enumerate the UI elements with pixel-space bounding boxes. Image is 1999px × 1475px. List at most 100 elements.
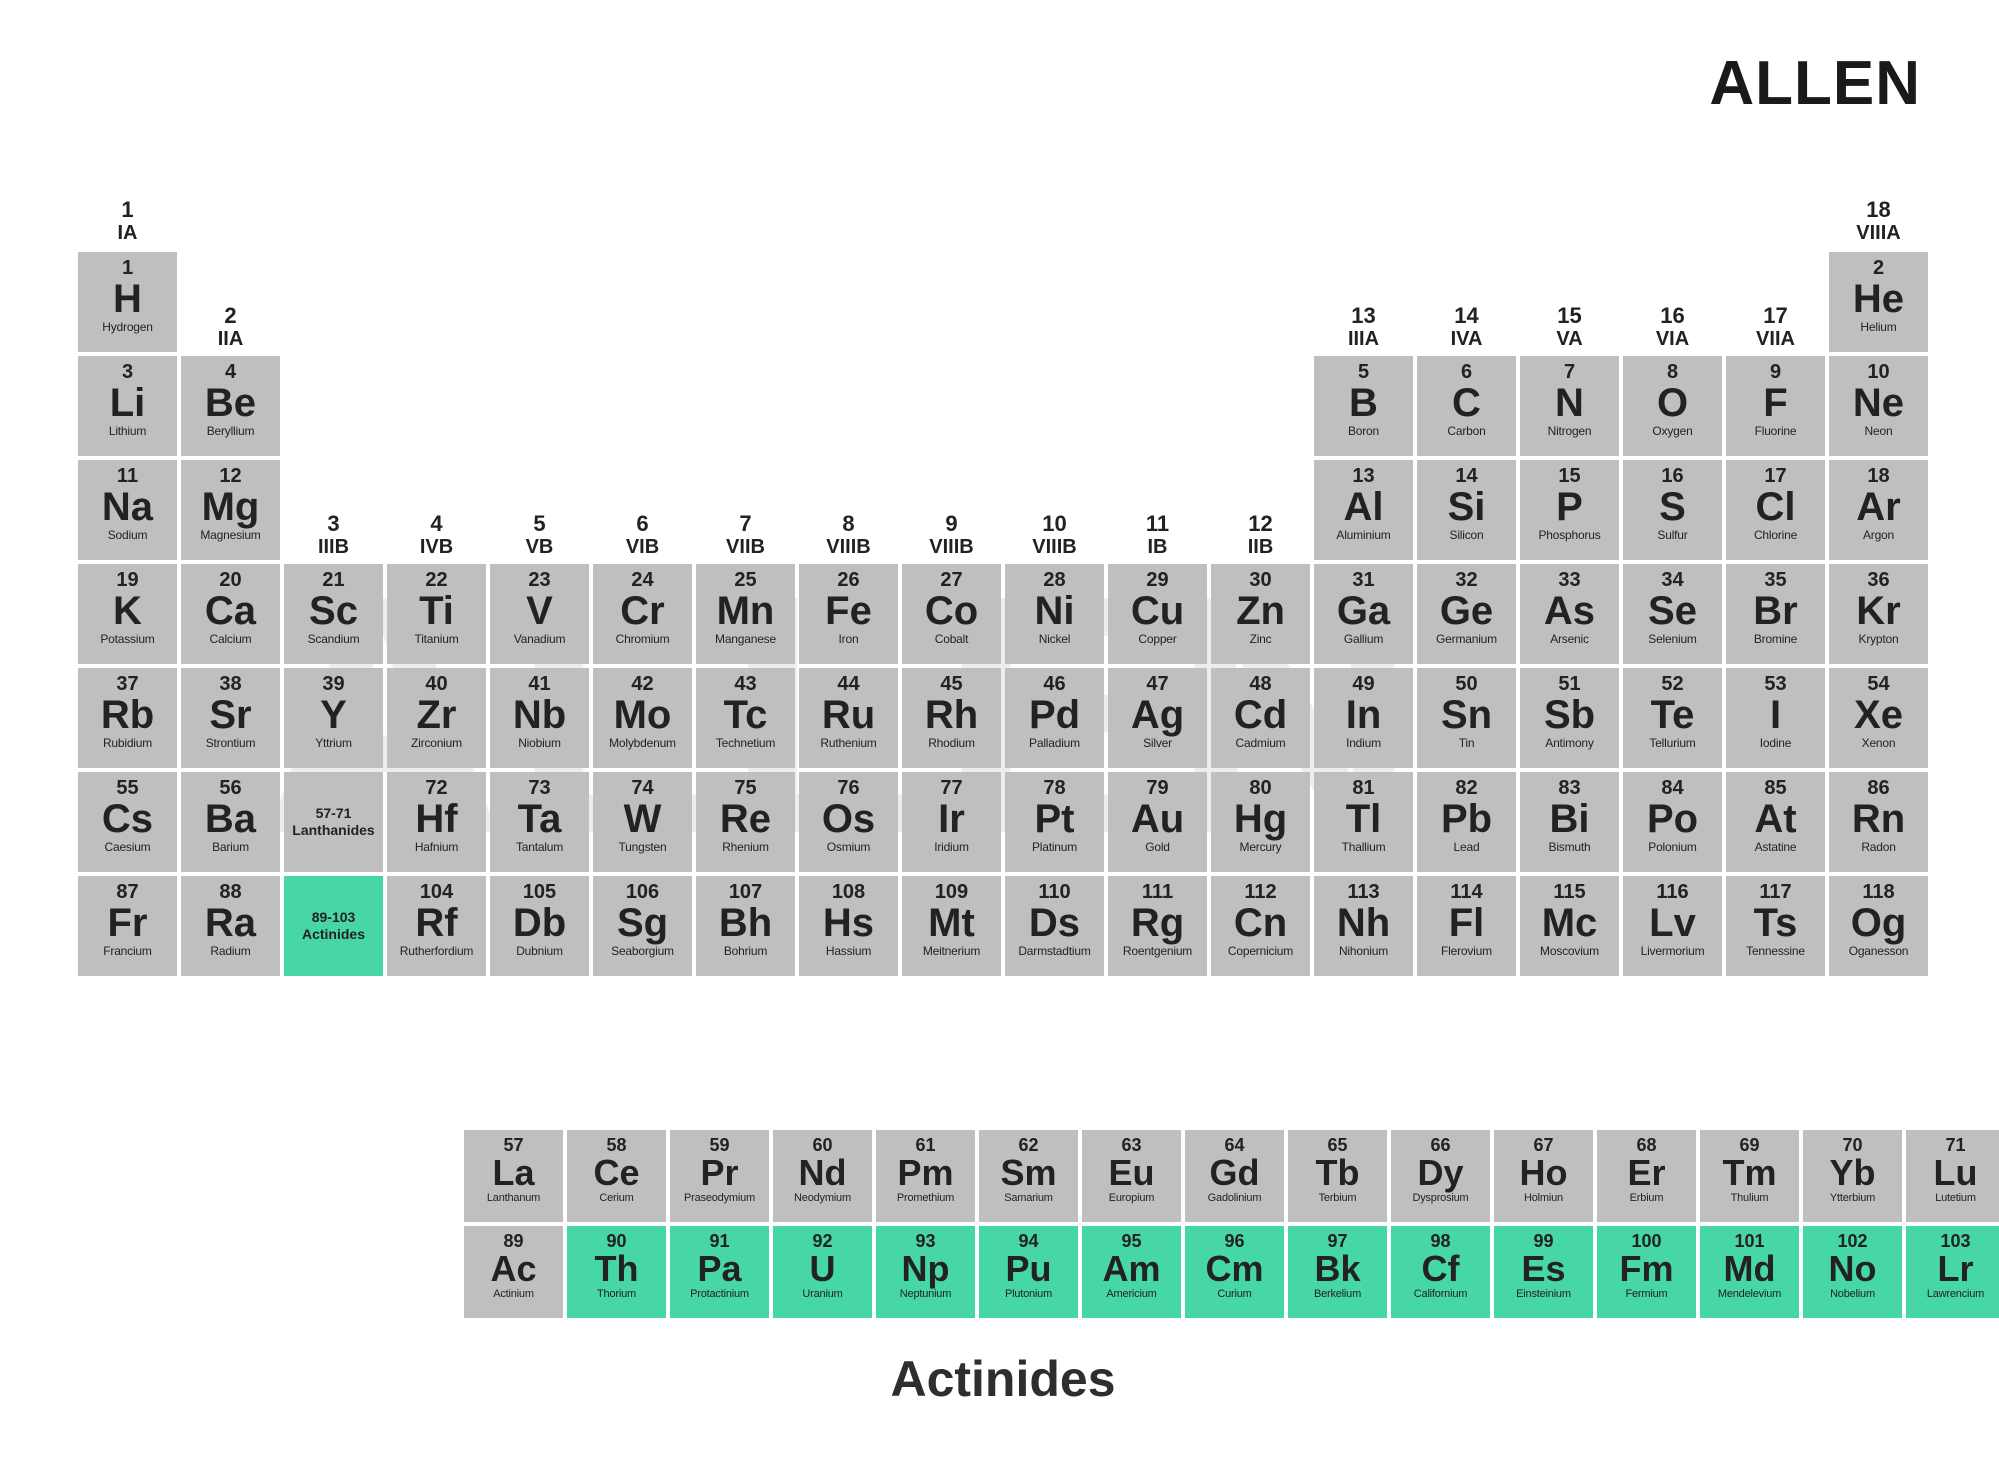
element-Lv: 116LvLivermorium <box>1623 876 1722 976</box>
symbol: La <box>492 1155 534 1191</box>
element-name: Beryllium <box>207 425 255 437</box>
symbol: Nb <box>513 695 566 735</box>
element-Zr: 40ZrZirconium <box>387 668 486 768</box>
element-Pb: 82PbLead <box>1417 772 1516 872</box>
atomic-number: 82 <box>1455 778 1477 799</box>
element-Fe: 26FeIron <box>799 564 898 664</box>
element-Es: 99EsEinsteinium <box>1494 1226 1593 1318</box>
element-name: Roentgenium <box>1123 945 1192 957</box>
element-Bh: 107BhBohrium <box>696 876 795 976</box>
element-name: Tennessine <box>1746 945 1805 957</box>
element-Ne: 10NeNeon <box>1829 356 1928 456</box>
element-name: Chromium <box>616 633 670 645</box>
element-Ti: 22TiTitanium <box>387 564 486 664</box>
atomic-number: 24 <box>631 570 653 591</box>
element-name: Bohrium <box>724 945 767 957</box>
element-name: Zirconium <box>411 737 462 749</box>
element-name: Astatine <box>1755 841 1797 853</box>
symbol: Fl <box>1449 903 1485 943</box>
symbol: Cs <box>102 799 153 839</box>
atomic-number: 8 <box>1667 362 1678 383</box>
symbol: Np <box>902 1251 950 1287</box>
symbol: Eu <box>1108 1155 1154 1191</box>
atomic-number: 4 <box>225 362 236 383</box>
atomic-number: 73 <box>528 778 550 799</box>
element-Ra: 88RaRadium <box>181 876 280 976</box>
symbol: Rf <box>415 903 457 943</box>
element-name: Europium <box>1109 1193 1154 1204</box>
element-name: Ruthenium <box>820 737 876 749</box>
element-name: Californium <box>1414 1289 1467 1300</box>
symbol: No <box>1829 1251 1877 1287</box>
element-name: Caesium <box>105 841 151 853</box>
element-Ce: 58CeCerium <box>567 1130 666 1222</box>
symbol: Y <box>320 695 347 735</box>
symbol: Sb <box>1544 695 1595 735</box>
element-name: Radon <box>1861 841 1895 853</box>
element-Y: 39YYttrium <box>284 668 383 768</box>
element-name: Osmium <box>827 841 870 853</box>
symbol: Zn <box>1236 591 1285 631</box>
symbol: Fr <box>108 903 148 943</box>
element-name: Tungsten <box>619 841 667 853</box>
element-Ta: 73TaTantalum <box>490 772 589 872</box>
element-name: Tin <box>1459 737 1475 749</box>
atomic-number: 104 <box>420 882 453 903</box>
symbol: Rh <box>925 695 978 735</box>
element-Zn: 30ZnZinc <box>1211 564 1310 664</box>
element-name: Oganesson <box>1849 945 1909 957</box>
element-He: 2HeHelium <box>1829 252 1928 352</box>
symbol: He <box>1853 279 1904 319</box>
element-name: Chlorine <box>1754 529 1797 541</box>
element-name: Technetium <box>716 737 775 749</box>
group-header-17: 17VIIA <box>1726 304 1825 354</box>
element-Fm: 100FmFermium <box>1597 1226 1696 1318</box>
periodic-table: 1IA18VIIIA1HHydrogen2HeHelium3LiLithium4… <box>78 190 1928 976</box>
atomic-number: 3 <box>122 362 133 383</box>
element-name: Meitnerium <box>923 945 980 957</box>
symbol: Dy <box>1417 1155 1463 1191</box>
element-name: Sulfur <box>1657 529 1687 541</box>
element-As: 33AsArsenic <box>1520 564 1619 664</box>
symbol: Cn <box>1234 903 1287 943</box>
element-name: Arsenic <box>1550 633 1589 645</box>
symbol: Cm <box>1205 1251 1263 1287</box>
symbol: Ds <box>1029 903 1080 943</box>
symbol: Mo <box>614 695 672 735</box>
symbol: Kr <box>1856 591 1900 631</box>
element-name: Gold <box>1145 841 1170 853</box>
symbol: Te <box>1651 695 1695 735</box>
element-name: Strontium <box>206 737 256 749</box>
symbol: Lu <box>1934 1155 1978 1191</box>
symbol: Ba <box>205 799 256 839</box>
element-name: Fluorine <box>1755 425 1797 437</box>
symbol: Er <box>1627 1155 1665 1191</box>
atomic-number: 55 <box>116 778 138 799</box>
symbol: Sc <box>309 591 358 631</box>
atomic-number: 74 <box>631 778 653 799</box>
group-header-16: 16VIA <box>1623 304 1722 354</box>
symbol: Zr <box>417 695 457 735</box>
element-name: Argon <box>1863 529 1894 541</box>
atomic-number: 117 <box>1759 882 1791 903</box>
symbol: Po <box>1647 799 1698 839</box>
atomic-number: 118 <box>1862 882 1894 903</box>
atomic-number: 114 <box>1450 882 1482 903</box>
symbol: Be <box>205 383 256 423</box>
symbol: Ac <box>490 1251 536 1287</box>
element-Os: 76OsOsmium <box>799 772 898 872</box>
element-Hs: 108HsHassium <box>799 876 898 976</box>
symbol: S <box>1659 487 1686 527</box>
atomic-number: 22 <box>425 570 447 591</box>
element-Re: 75ReRhenium <box>696 772 795 872</box>
symbol: Cf <box>1422 1251 1460 1287</box>
symbol: H <box>113 279 142 319</box>
symbol: Rn <box>1852 799 1905 839</box>
element-Am: 95AmAmericium <box>1082 1226 1181 1318</box>
symbol: Pr <box>700 1155 738 1191</box>
element-S: 16SSulfur <box>1623 460 1722 560</box>
element-Ba: 56BaBarium <box>181 772 280 872</box>
atomic-number: 87 <box>116 882 138 903</box>
element-Pd: 46PdPalladium <box>1005 668 1104 768</box>
atomic-number: 33 <box>1558 570 1580 591</box>
